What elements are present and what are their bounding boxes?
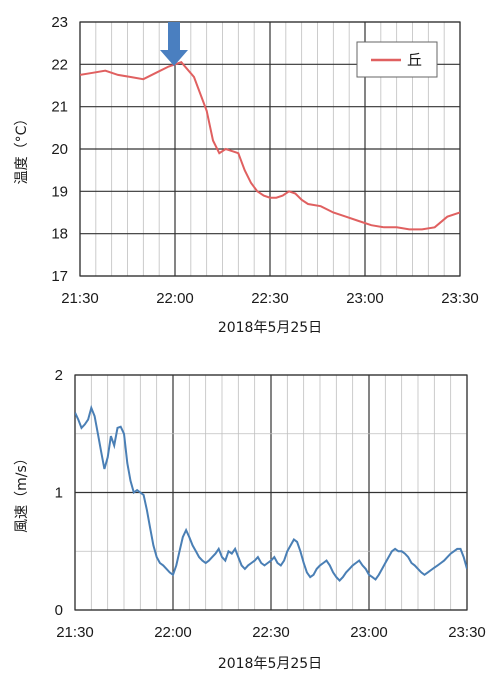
temperature-y-ticks: 17 18 19 20 21 22 23 bbox=[51, 14, 68, 285]
y-tick-label: 20 bbox=[51, 141, 68, 158]
wind-speed-x-ticks: 21:30 22:00 22:30 23:00 23:30 bbox=[56, 624, 486, 641]
temperature-x-ticks: 21:30 22:00 22:30 23:00 23:30 bbox=[61, 290, 479, 307]
x-tick-label: 22:00 bbox=[156, 290, 194, 307]
arrow-down-icon bbox=[160, 22, 188, 66]
temperature-y-axis-title: 温度（°C） bbox=[14, 112, 30, 185]
temperature-x-axis-title: 2018年5月25日 bbox=[218, 320, 322, 336]
x-tick-label: 23:00 bbox=[346, 290, 384, 307]
wind-speed-y-axis-title: 風速（m/s） bbox=[14, 451, 30, 533]
x-tick-label: 23:30 bbox=[448, 624, 486, 641]
x-tick-label: 21:30 bbox=[56, 624, 94, 641]
y-tick-label: 23 bbox=[51, 14, 68, 31]
x-tick-label: 22:30 bbox=[252, 624, 290, 641]
y-tick-label: 18 bbox=[51, 226, 68, 243]
temperature-legend: 丘 bbox=[356, 41, 438, 78]
wind-speed-chart: 0 1 2 21:30 22:00 22:30 23:00 23:30 風速（m/s） 20… bbox=[14, 367, 486, 672]
y-tick-label: 21 bbox=[51, 99, 68, 116]
temperature-chart: 17 18 19 20 21 22 23 21:30 22:00 22:30 23:00 23:30… bbox=[14, 14, 479, 336]
y-tick-label: 19 bbox=[51, 183, 68, 200]
x-tick-label: 23:00 bbox=[350, 624, 388, 641]
wind-speed-x-axis-title: 2018年5月25日 bbox=[218, 656, 322, 672]
x-tick-label: 23:30 bbox=[441, 290, 479, 307]
y-tick-label: 1 bbox=[55, 485, 63, 502]
y-tick-label: 0 bbox=[55, 602, 63, 619]
temperature-series-line bbox=[80, 61, 460, 231]
y-tick-label: 2 bbox=[55, 367, 63, 384]
y-tick-label: 17 bbox=[51, 268, 68, 285]
x-tick-label: 21:30 bbox=[61, 290, 99, 307]
temperature-plot-frame bbox=[79, 21, 461, 277]
x-tick-label: 22:00 bbox=[154, 624, 192, 641]
wind-speed-y-ticks: 0 1 2 bbox=[55, 367, 63, 619]
x-tick-label: 22:30 bbox=[251, 290, 289, 307]
wind-speed-plot-frame bbox=[74, 374, 468, 611]
legend-label: 丘 bbox=[407, 51, 422, 69]
y-tick-label: 22 bbox=[51, 56, 68, 73]
wind-speed-series-line bbox=[75, 404, 467, 583]
